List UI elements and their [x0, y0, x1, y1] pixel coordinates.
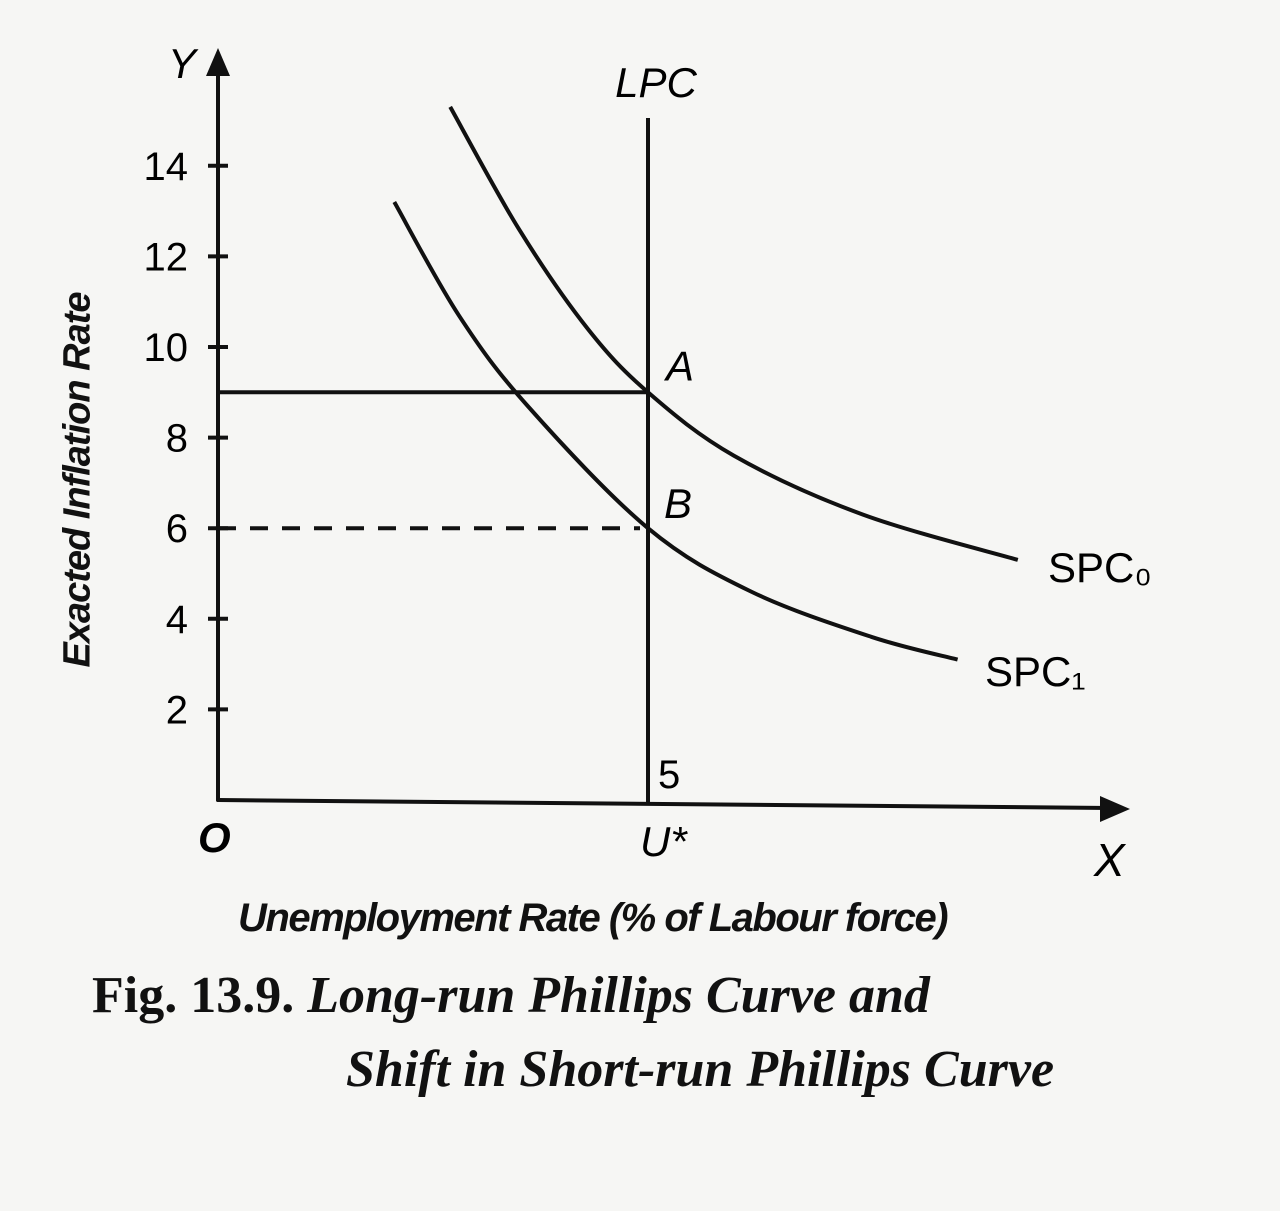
figure-number: Fig. 13.9. [92, 967, 295, 1024]
y-axis-title: Exacted Inflation Rate [56, 292, 99, 668]
y-axis-arrow [206, 48, 230, 76]
origin-label: O [198, 814, 231, 861]
x-axis-arrow [1100, 796, 1130, 822]
spc1-curve [392, 201, 959, 662]
y-tick-label: 8 [166, 417, 188, 461]
lpc-label: LPC [615, 59, 697, 106]
y-axis-letter: Y [168, 40, 199, 87]
natural-rate-label: U* [640, 818, 688, 865]
axes [206, 48, 1130, 822]
spc1-label: SPC₁ [985, 648, 1086, 695]
point-a-label: A [663, 342, 694, 389]
y-tick-label: 4 [166, 598, 188, 642]
x-axis-title: Unemployment Rate (% of Labour force) [238, 896, 949, 940]
x-axis-letter: X [1093, 834, 1127, 886]
y-tick-label: 10 [144, 326, 189, 370]
spc0-label: SPC₀ [1048, 544, 1152, 591]
y-tick-label: 14 [144, 145, 189, 189]
y-tick-label: 12 [144, 235, 189, 279]
y-ticks: 2 4 6 8 10 12 14 [144, 145, 228, 732]
chart-labels: Y X O LPC 5 U* SPC₀ SPC₁ A B [168, 40, 1152, 886]
y-tick-label: 2 [166, 688, 188, 732]
curves [392, 105, 1019, 662]
guide-lines [218, 118, 650, 802]
point-b-label: B [664, 480, 692, 527]
figure-caption-line-2: Shift in Short-run Phillips Curve [346, 1040, 1054, 1099]
figure-title-line-1: Long-run Phillips Curve and [307, 967, 930, 1024]
x-axis-line [216, 798, 1112, 810]
figure-caption-line-1: Fig. 13.9. Long-run Phillips Curve and [92, 966, 930, 1025]
spc0-curve [448, 105, 1019, 562]
y-tick-label: 6 [166, 507, 188, 551]
natural-rate-value: 5 [658, 753, 680, 797]
figure-title-line-2: Shift in Short-run Phillips Curve [346, 1041, 1055, 1098]
